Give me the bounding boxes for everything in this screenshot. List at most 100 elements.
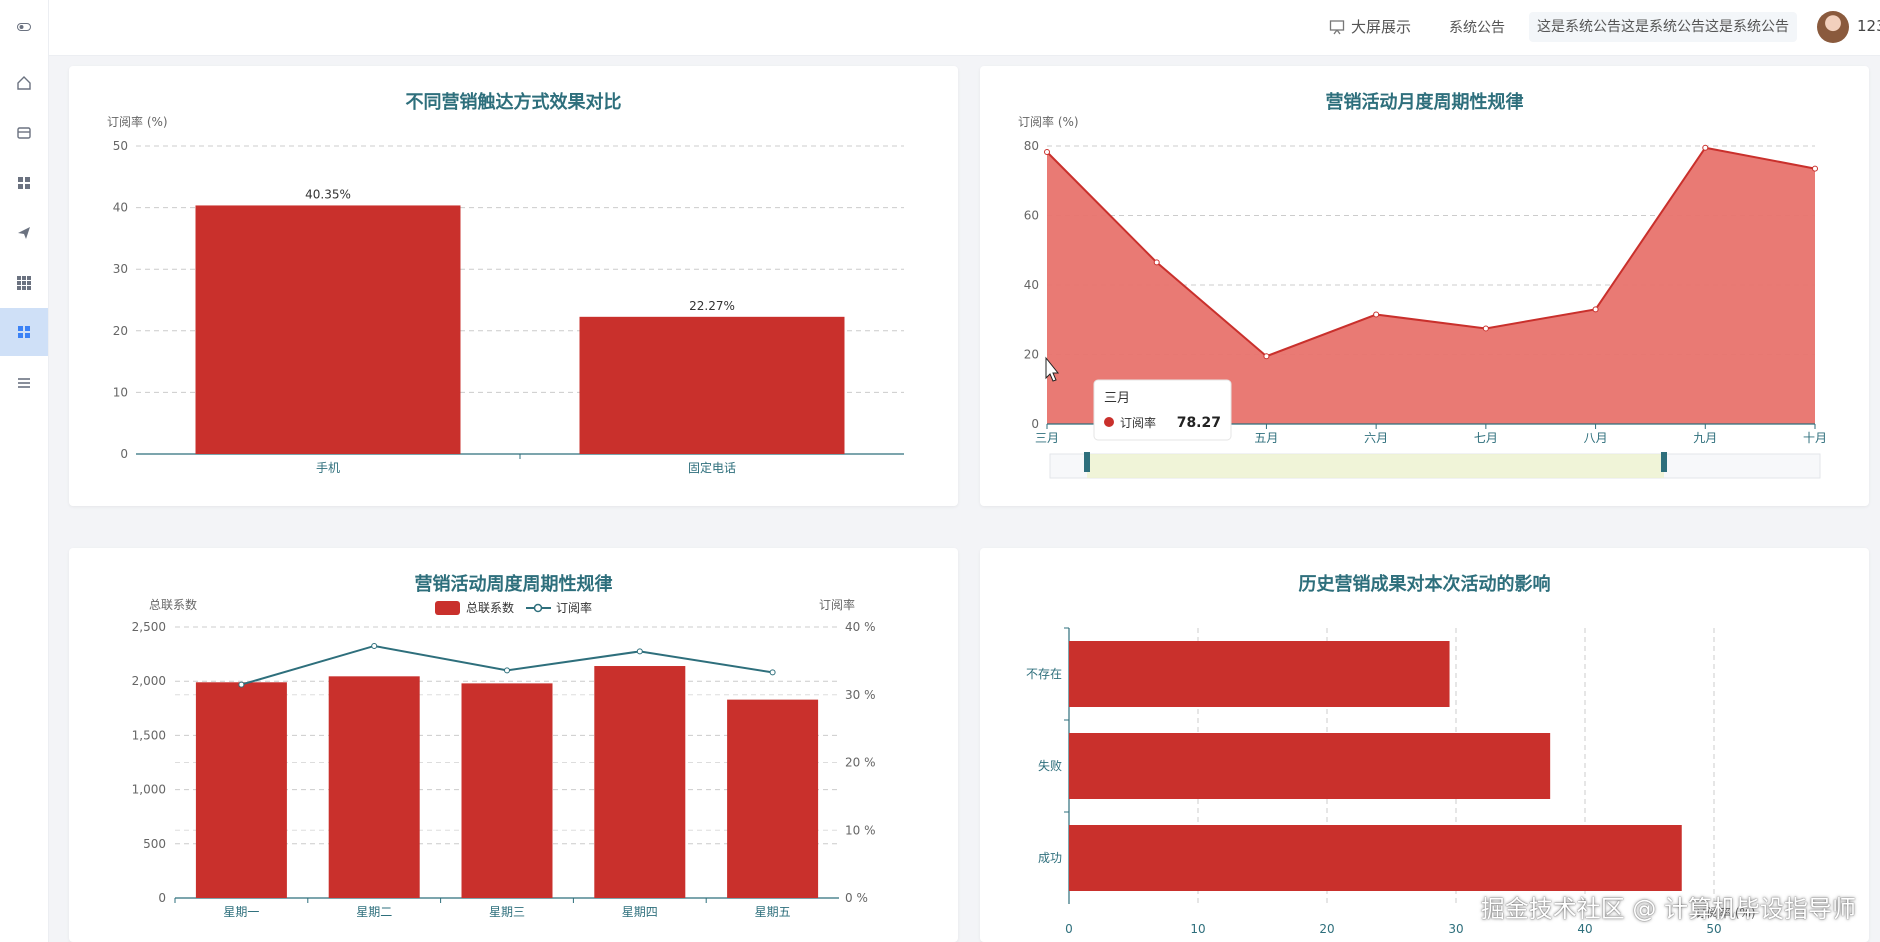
sidebar-item-home[interactable]	[0, 59, 48, 107]
sidebar-toggle[interactable]	[0, 3, 48, 51]
sidebar-item-apps[interactable]	[0, 259, 48, 307]
legend-label: 总联系数	[466, 600, 514, 615]
x-tick-label: 星期二	[356, 905, 392, 919]
data-point	[1263, 353, 1270, 360]
cursor-icon	[1045, 356, 1060, 382]
data-point	[1044, 149, 1050, 156]
bar	[727, 699, 819, 898]
tooltip-title: 三月	[1104, 391, 1130, 406]
chart-title: 不同营销触达方式效果对比	[405, 92, 622, 113]
chart-card-contact-method: 不同营销触达方式效果对比 订阅率 (%) 0 10 20 30 40 50 40.35% 手机 2…	[69, 66, 958, 506]
legend-swatch-bar	[435, 601, 460, 615]
notice-text: 这是系统公告这是系统公告这是系统公告	[1537, 19, 1789, 35]
chart-card-history: 历史营销成果对本次活动的影响 0 10 20 30 40 50 订阅率 (%) 不存在 失败 成功	[980, 548, 1869, 942]
chart-card-weekly: 营销活动周度周期性规律 总联系数 订阅率 总联系数 订阅率 0 500 1,000 1,500…	[69, 548, 958, 942]
chart-title: 历史营销成果对本次活动的影响	[1298, 574, 1551, 595]
y2-tick-label: 10 %	[845, 823, 876, 837]
series-line	[241, 644, 773, 686]
bar	[1069, 733, 1551, 799]
y2-axis-label: 订阅率	[819, 597, 855, 612]
y-axis-label: 订阅率 (%)	[107, 114, 168, 129]
x-tick-label: 40	[1577, 922, 1592, 936]
x-tick-label: 九月	[1693, 431, 1717, 445]
y-tick-label: 20	[1024, 348, 1039, 362]
y2-tick-label: 30 %	[845, 688, 876, 702]
data-point	[1812, 165, 1818, 172]
y-tick-label: 1,500	[132, 728, 166, 742]
username[interactable]: 123456	[1857, 17, 1880, 35]
notice-ticker: 这是系统公告这是系统公告这是系统公告	[1529, 12, 1797, 42]
sidebar-item-inbox[interactable]	[0, 109, 48, 157]
tooltip-value: 78.27	[1177, 415, 1221, 431]
y-tick-label: 30	[113, 262, 128, 276]
inbox-icon	[17, 127, 31, 139]
apps-icon	[17, 276, 31, 290]
y-tick-label: 0	[120, 447, 128, 461]
data-point	[1373, 311, 1380, 318]
sidebar-item-grid[interactable]	[0, 159, 48, 207]
bar	[461, 683, 553, 898]
toggle-icon	[17, 23, 31, 31]
big-screen-button[interactable]: 大屏展示	[1329, 16, 1411, 37]
x-tick-label: 50	[1706, 922, 1721, 936]
y-tick-label: 80	[1024, 139, 1039, 153]
y-tick-label: 不存在	[1026, 667, 1062, 681]
y-axis-label: 总联系数	[149, 597, 197, 612]
x-tick-label: 七月	[1474, 431, 1498, 445]
data-label: 40.35%	[305, 187, 351, 201]
legend-label: 订阅率	[556, 600, 592, 615]
y-tick-label: 1,000	[132, 783, 166, 797]
data-point	[1702, 144, 1709, 151]
x-tick-label: 六月	[1364, 431, 1388, 445]
y-tick-label: 0	[158, 891, 166, 905]
x-tick-label: 固定电话	[688, 460, 736, 475]
zoom-slider-handle-right	[1661, 452, 1667, 472]
area-fill	[1047, 147, 1815, 425]
sidebar-item-dashboard[interactable]	[0, 308, 48, 356]
data-label: 22.27%	[689, 299, 735, 313]
x-tick-label: 手机	[316, 461, 340, 475]
bar	[594, 666, 686, 898]
data-point	[1153, 259, 1160, 266]
x-tick-label: 三月	[1035, 431, 1059, 445]
chart-contact-method: 订阅率 (%) 0 10 20 30 40 50 40.35% 手机 22.27% 固定电话	[107, 114, 904, 475]
sidebar-item-list[interactable]	[0, 359, 48, 407]
x-tick-label: 0	[1065, 922, 1073, 936]
sidebar	[0, 0, 49, 942]
x-tick-label: 星期五	[755, 905, 791, 919]
chart-card-monthly: 营销活动月度周期性规律 订阅率 (%) 0 20 40 60 80 三月 五月 六月 七月 八月 九月…	[980, 66, 1869, 506]
series-line	[1046, 146, 1816, 358]
y-tick-label: 40	[1024, 278, 1039, 292]
x-tick-label: 10	[1190, 922, 1205, 936]
chart-weekly: 总联系数 订阅率 总联系数 订阅率 0 500 1,000 1,500 2,000 2,500 0 …	[132, 597, 876, 919]
avatar[interactable]	[1817, 11, 1849, 43]
bar	[195, 205, 461, 454]
y-tick-label: 失败	[1038, 758, 1062, 773]
y-tick-label: 50	[113, 139, 128, 153]
zoom-slider-handle-left	[1084, 452, 1090, 472]
y-tick-label: 0	[1031, 417, 1039, 431]
x-axis-label: 订阅率 (%)	[1695, 905, 1756, 920]
grid-icon	[18, 177, 30, 189]
y2-tick-label: 0 %	[845, 891, 868, 905]
notice-button[interactable]: 系统公告	[1449, 17, 1505, 37]
data-point	[769, 669, 776, 676]
tooltip-marker	[1104, 417, 1114, 427]
notice-label: 系统公告	[1449, 20, 1505, 36]
list-icon	[18, 378, 30, 388]
chart-title: 营销活动月度周期性规律	[1325, 92, 1524, 113]
x-tick-label: 20	[1319, 922, 1334, 936]
y-axis-label: 订阅率 (%)	[1018, 114, 1079, 129]
y2-tick-label: 20 %	[845, 756, 876, 770]
legend-swatch-marker	[533, 603, 543, 613]
bar	[195, 682, 287, 898]
sidebar-item-send[interactable]	[0, 209, 48, 257]
data-point	[238, 681, 245, 688]
chart-title: 营销活动周度周期性规律	[414, 574, 613, 595]
big-screen-label: 大屏展示	[1351, 18, 1412, 36]
y-tick-label: 500	[143, 837, 166, 851]
data-point	[636, 648, 643, 655]
data-point	[1592, 306, 1599, 313]
bar	[1069, 641, 1450, 707]
